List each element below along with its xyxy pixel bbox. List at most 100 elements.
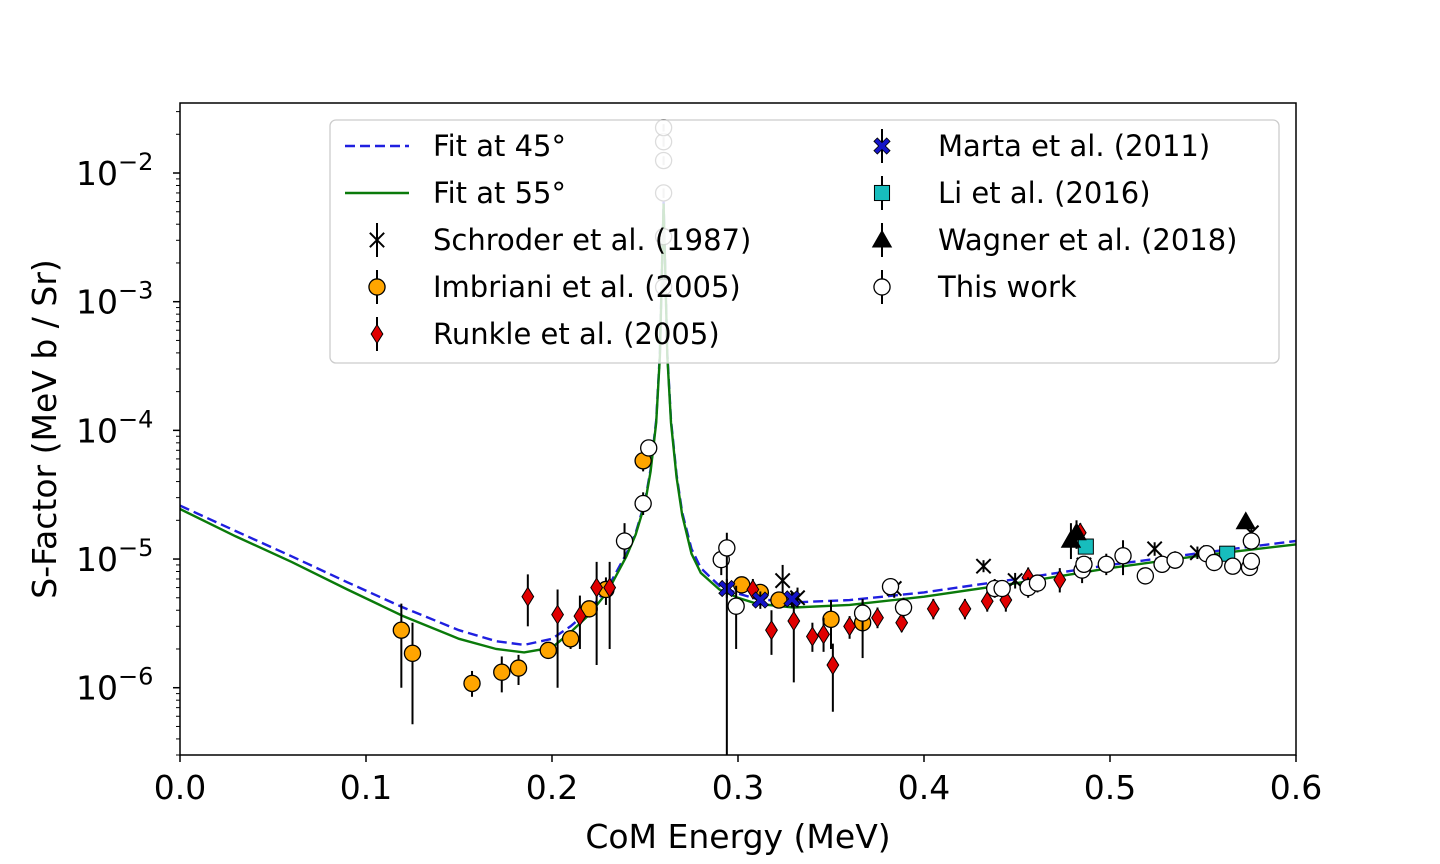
point-li-et-al-2016 xyxy=(1077,538,1094,555)
point-runkle-et-al-2005 xyxy=(980,590,994,612)
legend-entry-li-et-al-2016: Li et al. (2016) xyxy=(873,176,1151,210)
point-runkle-et-al-2005 xyxy=(521,586,535,607)
legend-marker xyxy=(368,278,386,296)
point-this-work xyxy=(1205,553,1223,572)
point-runkle-et-al-2005 xyxy=(826,654,840,676)
point-runkle-et-al-2005 xyxy=(926,598,940,620)
point-runkle-et-al-2005 xyxy=(590,577,604,598)
point-this-work xyxy=(881,577,900,596)
legend-entry-marta-et-al-2011: Marta et al. (2011) xyxy=(873,129,1210,163)
y-tick-exponent: −5 xyxy=(118,534,153,562)
legend-label: Imbriani et al. (2005) xyxy=(433,270,741,304)
point-imbriani-et-al-2005 xyxy=(822,610,840,629)
point-runkle-et-al-2005 xyxy=(958,598,972,620)
point-runkle-et-al-2005 xyxy=(551,604,565,625)
y-tick-label: 10−2 xyxy=(76,148,153,193)
legend-marker xyxy=(370,323,384,345)
y-tick-label: 10−4 xyxy=(76,405,153,450)
x-tick-label: 0.0 xyxy=(154,768,206,807)
point-this-work xyxy=(1114,547,1132,565)
point-this-work xyxy=(1242,532,1261,550)
point-runkle-et-al-2005 xyxy=(1053,569,1067,591)
point-schroder-et-al-1987 xyxy=(1146,540,1163,557)
legend-entry-runkle-et-al-2005: Runkle et al. (2005) xyxy=(370,317,720,351)
point-runkle-et-al-2005 xyxy=(895,612,909,634)
series-li-et-al-2016 xyxy=(1077,538,1236,562)
point-runkle-et-al-2005 xyxy=(871,607,884,629)
plot-area xyxy=(180,118,1296,755)
x-axis-label: CoM Energy (MeV) xyxy=(585,817,890,856)
point-this-work xyxy=(727,597,745,615)
point-runkle-et-al-2005 xyxy=(573,605,587,627)
legend-label: Marta et al. (2011) xyxy=(938,129,1210,163)
y-tick-exponent: −6 xyxy=(118,663,153,691)
legend-marker xyxy=(873,137,891,155)
point-imbriani-et-al-2005 xyxy=(509,659,528,677)
point-imbriani-et-al-2005 xyxy=(493,663,511,681)
point-this-work xyxy=(1242,552,1261,571)
y-tick-base: 10 xyxy=(76,154,118,193)
series-schroder-et-al-1987 xyxy=(774,524,1260,608)
point-wagner-et-al-2018 xyxy=(1235,511,1257,530)
legend-label: Li et al. (2016) xyxy=(938,176,1151,210)
point-this-work xyxy=(634,494,652,513)
point-this-work xyxy=(615,532,634,550)
legend-entry-fit-at-55: Fit at 55° xyxy=(345,176,566,210)
legend-label: Runkle et al. (2005) xyxy=(433,317,720,351)
point-this-work xyxy=(1224,557,1242,575)
series-wagner-et-al-2018 xyxy=(1060,511,1257,560)
series-imbriani-et-al-2005 xyxy=(392,450,872,725)
legend-entry-this-work: This work xyxy=(873,270,1077,304)
x-tick-label: 0.1 xyxy=(340,768,392,807)
y-tick-base: 10 xyxy=(76,540,118,579)
legend-marker xyxy=(873,278,891,296)
y-tick-exponent: −4 xyxy=(118,405,153,433)
legend-label: This work xyxy=(937,270,1077,304)
legend-entry-fit-at-45: Fit at 45° xyxy=(345,129,566,163)
x-tick-label: 0.4 xyxy=(898,768,950,807)
x-axis: 0.0 0.1 0.2 0.3 0.4 0.5 0.6 xyxy=(154,755,1322,807)
legend-marker xyxy=(871,229,893,248)
point-imbriani-et-al-2005 xyxy=(392,621,411,639)
point-imbriani-et-al-2005 xyxy=(561,630,580,648)
y-tick-label: 10−3 xyxy=(76,277,153,322)
point-this-work xyxy=(993,579,1011,598)
legend: Fit at 45° Fit at 55° Schroder et al. (198… xyxy=(329,119,1280,364)
point-this-work xyxy=(1136,567,1155,585)
point-imbriani-et-al-2005 xyxy=(539,641,557,660)
y-tick-label: 10−5 xyxy=(76,534,153,579)
point-this-work xyxy=(853,604,872,622)
y-axis-label: S-Factor (MeV b / Sr) xyxy=(25,259,64,599)
point-runkle-et-al-2005 xyxy=(787,610,801,632)
legend-label: Fit at 45° xyxy=(433,129,566,163)
point-schroder-et-al-1987 xyxy=(975,558,992,575)
point-runkle-et-al-2005 xyxy=(603,577,617,598)
point-imbriani-et-al-2005 xyxy=(463,674,481,693)
legend-box xyxy=(329,119,1280,364)
point-this-work xyxy=(1166,551,1184,569)
legend-marker xyxy=(873,184,891,202)
point-this-work xyxy=(894,598,913,617)
point-this-work xyxy=(1075,555,1093,574)
series-runkle-et-al-2005 xyxy=(521,522,1087,712)
x-tick-label: 0.3 xyxy=(712,768,764,807)
series-this-work xyxy=(615,118,1261,755)
point-this-work xyxy=(1097,555,1115,574)
legend-entry-imbriani-et-al-2005: Imbriani et al. (2005) xyxy=(368,270,741,304)
point-this-work xyxy=(1028,574,1047,592)
legend-label: Schroder et al. (1987) xyxy=(433,223,751,257)
point-wagner-et-al-2018 xyxy=(1066,522,1087,541)
y-tick-base: 10 xyxy=(76,669,118,708)
legend-marker xyxy=(369,232,385,248)
point-runkle-et-al-2005 xyxy=(843,616,857,637)
y-tick-base: 10 xyxy=(76,283,118,322)
legend-label: Fit at 55° xyxy=(433,176,566,210)
y-axis: 10−610−510−410−310−2 xyxy=(76,111,180,756)
point-runkle-et-al-2005 xyxy=(805,626,819,647)
legend-label: Wagner et al. (2018) xyxy=(938,223,1238,257)
x-tick-label: 0.2 xyxy=(526,768,578,807)
y-tick-label: 10−6 xyxy=(76,663,153,708)
point-this-work xyxy=(640,439,658,457)
legend-entry-wagner-et-al-2018: Wagner et al. (2018) xyxy=(871,223,1238,257)
